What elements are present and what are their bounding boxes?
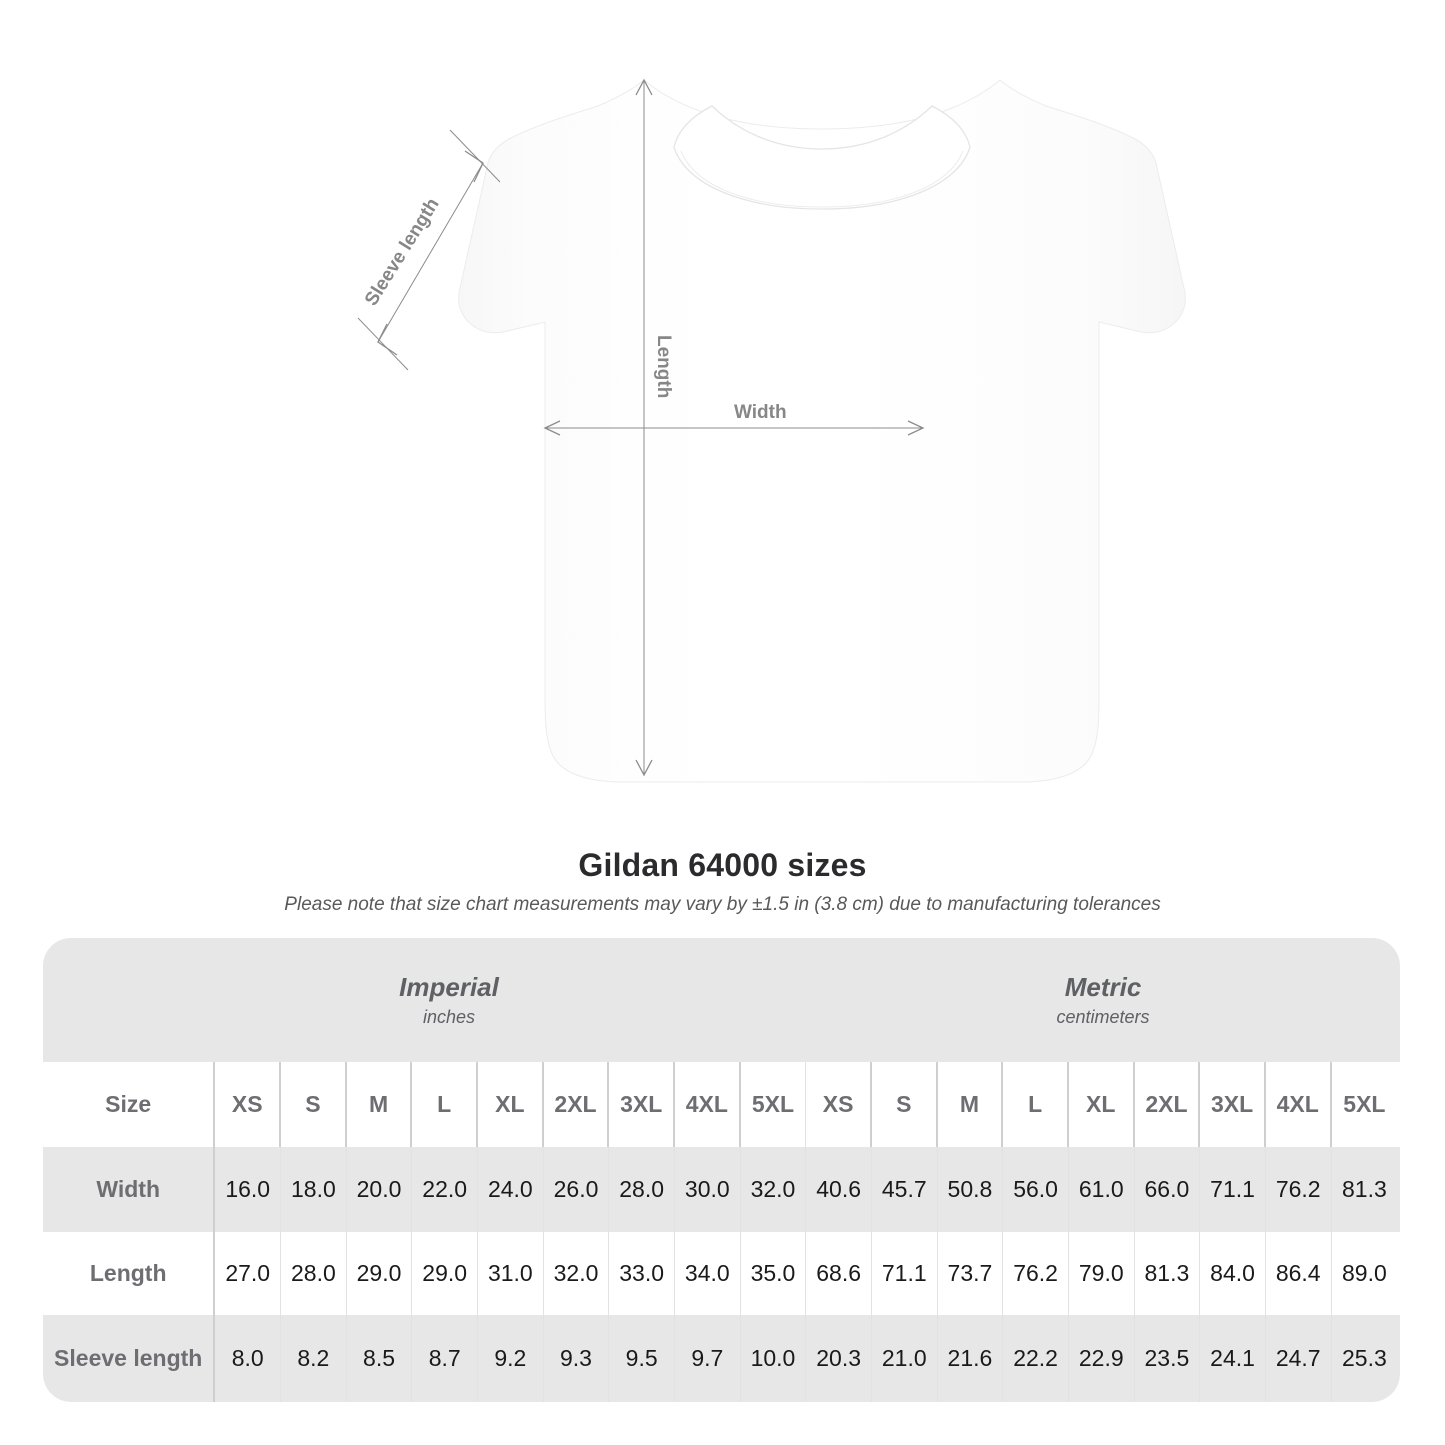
svg-text:Width: Width xyxy=(734,402,787,423)
svg-text:Length: Length xyxy=(653,335,674,398)
